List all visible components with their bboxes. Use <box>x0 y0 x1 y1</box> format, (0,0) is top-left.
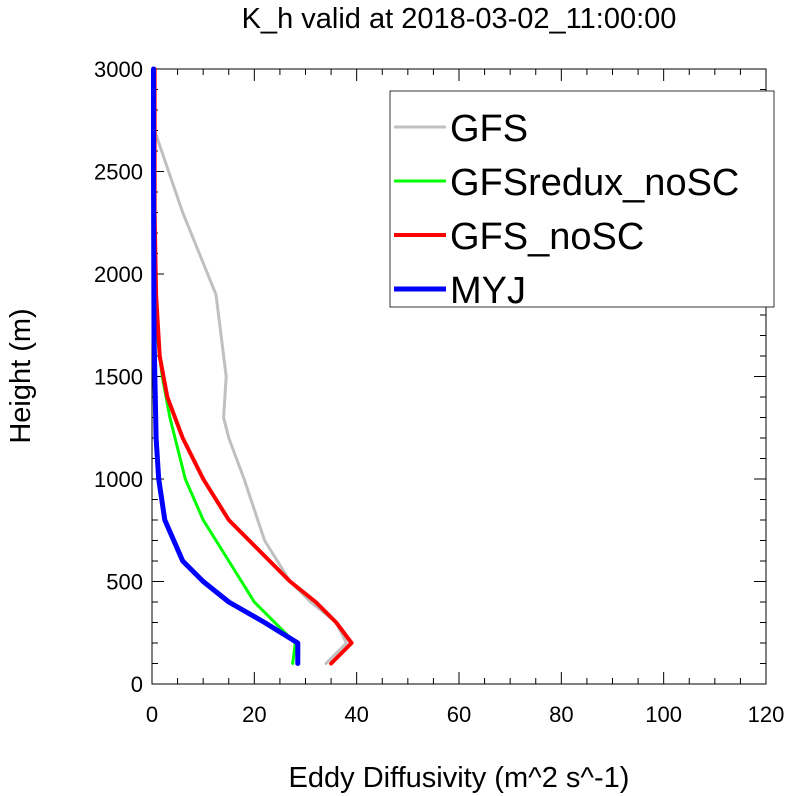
x-tick-label: 100 <box>645 702 682 727</box>
y-axis-label: Height (m) <box>5 308 37 443</box>
series-line-gfs <box>153 67 348 665</box>
legend-label: GFSredux_noSC <box>450 162 739 204</box>
legend-label: GFS <box>450 108 528 150</box>
x-axis-label: Eddy Diffusivity (m^2 s^-1) <box>289 762 630 794</box>
y-tick-label: 500 <box>106 570 143 595</box>
x-tick-label: 60 <box>447 702 471 727</box>
x-tick-label: 20 <box>242 702 266 727</box>
legend-box <box>389 90 775 308</box>
legend: GFS GFSredux_noSC GFS_noSC MYJ <box>394 108 739 312</box>
y-tick-label: 1500 <box>94 365 143 390</box>
x-tick-label: 120 <box>748 702 785 727</box>
x-tick-label: 80 <box>549 702 573 727</box>
series-layer <box>151 66 354 666</box>
y-tick-label: 2500 <box>94 160 143 185</box>
chart-title: K_h valid at 2018-03-02_11:00:00 <box>242 3 677 35</box>
series-line-gfs-nosc <box>152 67 354 666</box>
series-line-myj <box>151 66 301 666</box>
y-tick-label: 0 <box>131 672 143 697</box>
legend-label: GFS_noSC <box>450 216 644 258</box>
x-tick-label: 40 <box>344 702 368 727</box>
y-tick-label: 3000 <box>94 57 143 82</box>
y-tick-label: 2000 <box>94 262 143 287</box>
y-tick-label: 1000 <box>94 467 143 492</box>
legend-label: MYJ <box>450 270 526 312</box>
x-tick-label: 0 <box>146 702 158 727</box>
